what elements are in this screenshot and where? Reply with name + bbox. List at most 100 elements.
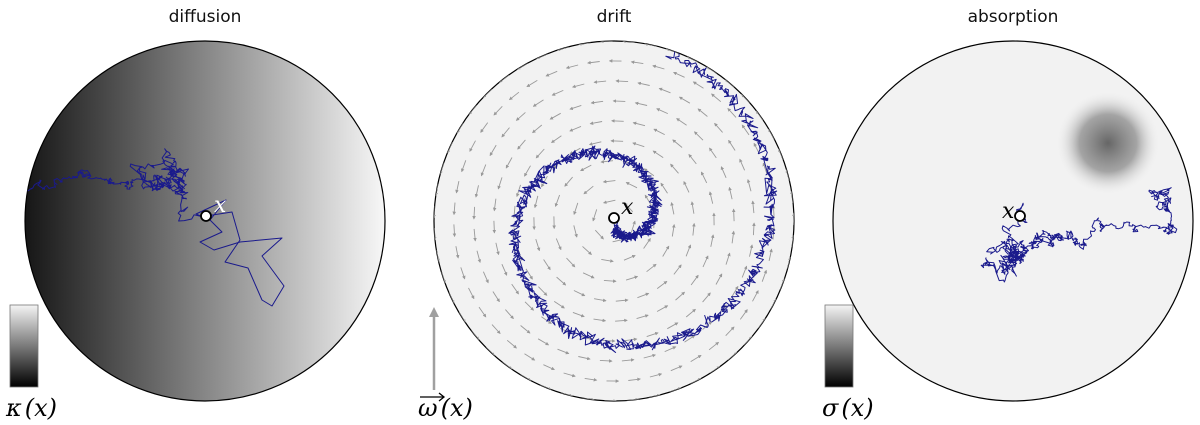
drift-field-arrow (672, 139, 683, 148)
drift-field-arrow (749, 244, 754, 257)
drift-field-arrow (697, 108, 708, 117)
drift-field-arrow (460, 160, 467, 173)
omega-symbol: ω (418, 394, 438, 422)
drift-field-arrow (478, 306, 487, 318)
drift-field-arrow (692, 222, 696, 236)
drift-field-arrow (524, 165, 531, 177)
drift-start-point (608, 212, 620, 224)
drift-field-arrow (590, 100, 604, 105)
drift-field-arrow (557, 348, 570, 355)
drift-field-arrow (473, 228, 477, 242)
drift-field-arrow (460, 267, 466, 280)
drift-field-arrow (600, 159, 614, 164)
drift-random-walk-path (508, 46, 778, 353)
absorption-start-point (1014, 210, 1026, 222)
drift-field-arrow (501, 264, 508, 276)
drift-field-arrow (572, 311, 585, 318)
drift-field-arrow (700, 171, 708, 184)
drift-field-arrow (497, 177, 503, 190)
drift-field-arrow (520, 325, 531, 334)
drift-field-arrow (643, 238, 651, 249)
drift-field-arrow (468, 287, 475, 300)
drift-field-arrow (670, 201, 675, 215)
drift-field-arrow (762, 162, 768, 175)
panel-title-diffusion: diffusion (169, 7, 242, 27)
drift-field-arrow (524, 353, 536, 361)
drift-field-arrow (656, 280, 668, 289)
drift-field-arrow (667, 322, 679, 330)
drift-field-arrow (634, 101, 648, 106)
drift-field-arrow (671, 223, 676, 237)
absorption-panel: absorption x σ (x) (822, 7, 1194, 422)
drift-field-arrow (541, 175, 548, 188)
drift-field-arrow (637, 292, 650, 299)
drift-field-arrow (611, 119, 624, 123)
drift-field-arrow (662, 245, 670, 257)
drift-field-arrow (741, 265, 748, 278)
drift-field-arrow (683, 180, 690, 193)
drift-field-arrow (653, 128, 665, 136)
drift-field-arrow (684, 335, 696, 343)
drift-field-arrow (535, 238, 541, 252)
drift-field-arrow (511, 283, 519, 295)
drift-field-arrow (725, 252, 731, 265)
drift-field-arrow (515, 112, 526, 121)
drift-field-arrow (714, 122, 723, 133)
drift-field-arrow (493, 105, 503, 116)
drift-field-arrow (602, 199, 616, 204)
drift-field-arrow (720, 166, 727, 178)
drift-field-arrow (505, 309, 514, 320)
drift-field-arrow (573, 225, 578, 238)
drift-field-arrow (673, 71, 685, 78)
drift-field-arrow (768, 248, 773, 261)
drift-field-arrow (495, 242, 500, 256)
drift-field-arrow (584, 377, 598, 382)
drift-field-arrow (761, 269, 768, 282)
drift-field-arrow (615, 318, 628, 323)
drift-field-arrow (545, 70, 558, 77)
drift-field-arrow (549, 112, 561, 120)
drift-field-arrow (688, 153, 697, 165)
drift-field-arrow (702, 255, 709, 268)
drift-field-arrow (578, 356, 591, 361)
drift-field-arrow (685, 308, 696, 318)
drift-field-arrow (752, 290, 759, 302)
drift-field-arrow (489, 144, 497, 157)
diffusion-legend-colorbar (9, 304, 39, 388)
drift-field-arrow (621, 358, 635, 362)
drift-field-arrow (580, 164, 592, 172)
absorption-legend-colorbar (824, 304, 854, 388)
panel-title-absorption: absorption (968, 7, 1059, 27)
drift-field-arrow (727, 107, 737, 118)
drift-field-arrow (594, 229, 604, 240)
drift-field-arrow (625, 182, 638, 189)
drift-field-arrow (601, 258, 614, 263)
drift-field-arrow (625, 275, 639, 281)
drift-field-arrow (532, 99, 544, 107)
drift-field-arrow (474, 185, 479, 198)
drift-field-arrow (472, 206, 476, 220)
drift-field-arrow (589, 121, 603, 125)
absorption-region-blob (1056, 91, 1160, 195)
drift-field-arrow (673, 264, 682, 275)
drift-field-arrow (644, 194, 652, 206)
drift-field-arrow (551, 89, 564, 96)
drift-field-arrow (492, 198, 497, 212)
drift-field-arrow (656, 108, 668, 115)
drift-field-arrow (624, 337, 638, 342)
drift-field-arrow (599, 359, 613, 363)
drift-field-arrow (708, 191, 714, 204)
panel-title-drift: drift (597, 7, 632, 27)
drift-field-arrow (624, 202, 634, 213)
drift-field-arrow (492, 291, 500, 303)
drift-field-arrow (702, 321, 713, 330)
drift-field-arrow (623, 254, 636, 261)
drift-field-arrow (646, 332, 659, 338)
drift-field-arrow (739, 158, 746, 171)
diffusion-random-walk-path (25, 148, 285, 307)
drift-field-arrow (480, 122, 489, 133)
drift-field-arrow (587, 60, 600, 65)
drift-field-arrow (551, 135, 562, 144)
drift-field-arrow (505, 157, 513, 169)
drift-field-arrow (476, 250, 482, 263)
